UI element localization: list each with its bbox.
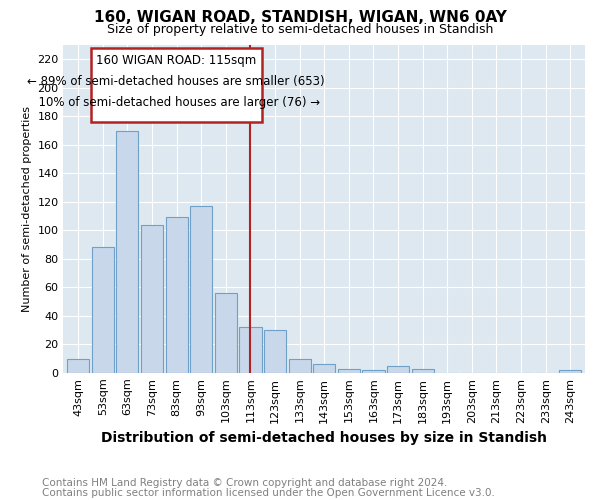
FancyBboxPatch shape <box>91 48 262 122</box>
Text: 10% of semi-detached houses are larger (76) →: 10% of semi-detached houses are larger (… <box>31 96 320 110</box>
Text: Contains HM Land Registry data © Crown copyright and database right 2024.: Contains HM Land Registry data © Crown c… <box>42 478 448 488</box>
X-axis label: Distribution of semi-detached houses by size in Standish: Distribution of semi-detached houses by … <box>101 431 547 445</box>
Text: Size of property relative to semi-detached houses in Standish: Size of property relative to semi-detach… <box>107 22 493 36</box>
Text: ← 89% of semi-detached houses are smaller (653): ← 89% of semi-detached houses are smalle… <box>27 75 325 88</box>
Bar <box>264 330 286 373</box>
Bar <box>239 327 262 373</box>
Bar <box>289 358 311 373</box>
Y-axis label: Number of semi-detached properties: Number of semi-detached properties <box>22 106 32 312</box>
Bar <box>313 364 335 373</box>
Bar <box>116 130 139 373</box>
Bar <box>166 218 188 373</box>
Bar <box>387 366 409 373</box>
Bar <box>338 368 360 373</box>
Bar <box>215 293 237 373</box>
Bar <box>92 248 114 373</box>
Bar <box>362 370 385 373</box>
Text: Contains public sector information licensed under the Open Government Licence v3: Contains public sector information licen… <box>42 488 495 498</box>
Bar <box>67 358 89 373</box>
Bar <box>190 206 212 373</box>
Bar <box>412 368 434 373</box>
Bar <box>559 370 581 373</box>
Text: 160 WIGAN ROAD: 115sqm: 160 WIGAN ROAD: 115sqm <box>96 54 256 66</box>
Bar <box>141 224 163 373</box>
Text: 160, WIGAN ROAD, STANDISH, WIGAN, WN6 0AY: 160, WIGAN ROAD, STANDISH, WIGAN, WN6 0A… <box>94 10 506 25</box>
